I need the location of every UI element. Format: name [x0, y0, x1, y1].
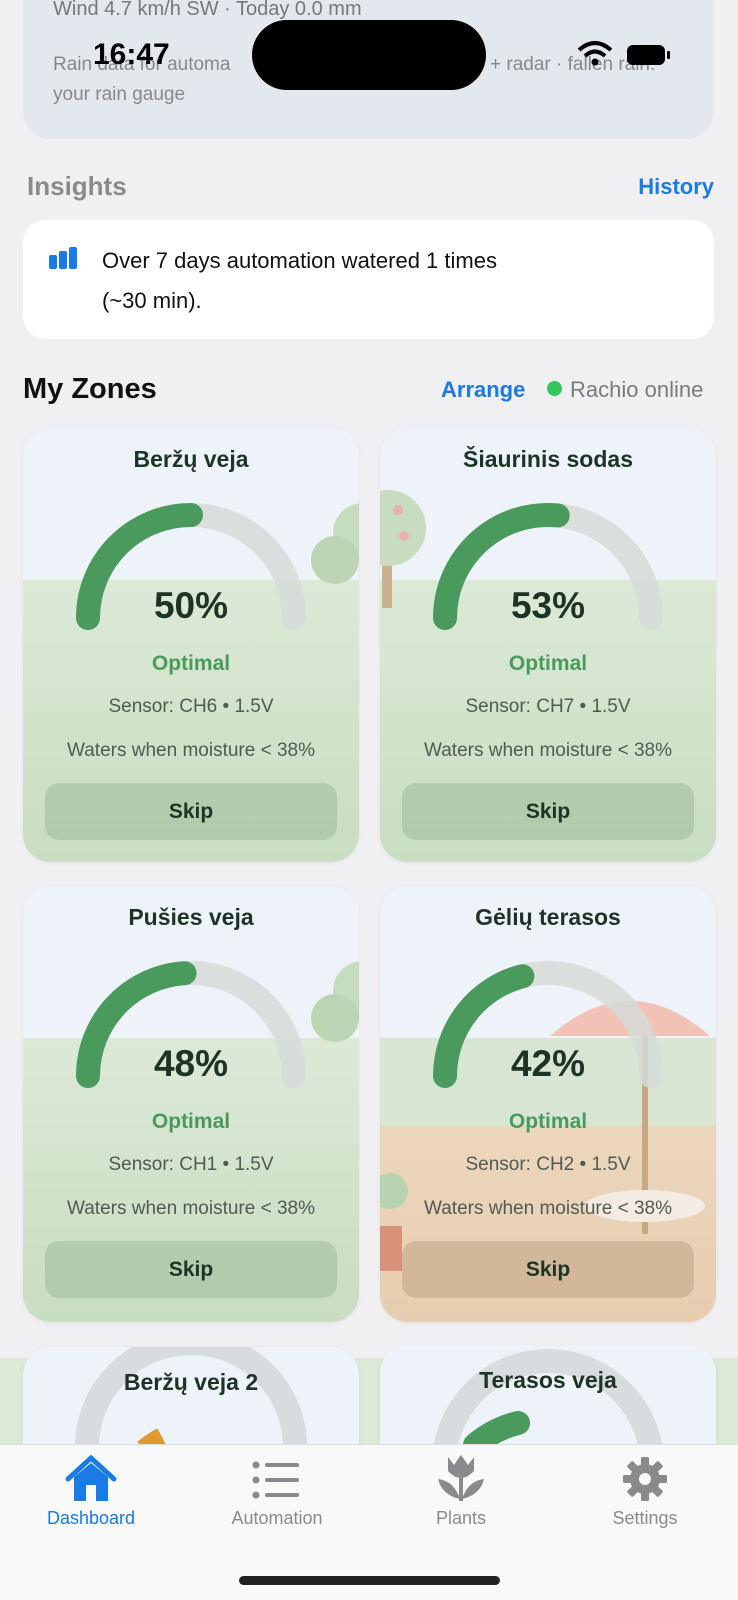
insight-text: (~30 min). [102, 288, 202, 313]
moisture-label: 53% [510, 585, 586, 626]
zone-card[interactable]: Gėlių terasos 42% Optimal Sensor: CH2 • … [380, 886, 716, 1322]
skip-button[interactable]: Skip [402, 783, 694, 840]
sensor-text: Sensor: CH2 • 1.5V [465, 1154, 631, 1175]
threshold-text: Waters when moisture < 38% [424, 740, 672, 761]
gauge-arc [433, 503, 570, 630]
zone-name: Pušies veja [128, 904, 254, 930]
gauge [433, 503, 663, 630]
zone-state: Optimal [151, 652, 231, 675]
arrange-link[interactable]: Arrange [441, 377, 526, 402]
history-link[interactable]: History [638, 174, 714, 199]
online-dot [547, 381, 562, 396]
moisture-label: 48% [153, 1043, 229, 1084]
gauge-arc [76, 503, 203, 630]
insight-text: Over 7 days automation watered 1 times [102, 248, 497, 273]
zone-card[interactable]: Šiaurinis sodas 53% Optimal Sensor: CH7 … [380, 428, 716, 862]
zone-state: Optimal [508, 1110, 588, 1133]
clock: 16:47 [93, 38, 170, 71]
list-icon[interactable] [252, 1460, 302, 1500]
zone-state: Optimal [508, 652, 588, 675]
rain-note: your rain gauge [53, 84, 186, 105]
status-icons [577, 41, 670, 66]
threshold-text: Waters when moisture < 38% [67, 1198, 315, 1219]
tab-label[interactable]: Plants [435, 1508, 487, 1528]
tab-bar [0, 1444, 738, 1600]
zone-name: Gėlių terasos [475, 904, 621, 930]
gauge-arc [433, 964, 535, 1088]
sensor-text: Sensor: CH1 • 1.5V [108, 1154, 274, 1175]
tab-label[interactable]: Automation [231, 1508, 323, 1528]
skip-button[interactable]: Skip [45, 1241, 337, 1298]
rain-note: Rain data for automa [53, 54, 231, 75]
section-title: My Zones [23, 373, 157, 405]
rain-note: + radar · fallen rain: [490, 54, 656, 75]
gauge [76, 961, 306, 1088]
tab-label[interactable]: Settings [612, 1508, 678, 1528]
moisture-label: 50% [153, 585, 229, 626]
skip-button[interactable]: Skip [402, 1241, 694, 1298]
gauge [433, 961, 663, 1088]
chart-icon [49, 247, 77, 269]
gauge [76, 503, 306, 630]
sensor-text: Sensor: CH7 • 1.5V [465, 696, 631, 717]
sensor-text: Sensor: CH6 • 1.5V [108, 696, 274, 717]
threshold-text: Waters when moisture < 38% [424, 1198, 672, 1219]
zone-card[interactable]: Beržų veja 50% Optimal Sensor: CH6 • 1.5… [23, 428, 359, 862]
gauge-arc [76, 961, 197, 1088]
wind-text: Wind 4.7 km/h SW · Today 0.0 mm [53, 0, 362, 20]
plant-icon[interactable] [436, 1453, 486, 1503]
threshold-text: Waters when moisture < 38% [67, 740, 315, 761]
home-indicator [239, 1576, 500, 1585]
gear-icon[interactable] [622, 1456, 668, 1502]
zone-name: Šiaurinis sodas [462, 446, 633, 472]
tab-label[interactable]: Dashboard [46, 1508, 136, 1528]
section-title: Insights [27, 171, 127, 201]
zone-name: Beržų veja [133, 446, 249, 472]
online-status: Rachio online [570, 377, 704, 402]
home-icon[interactable] [64, 1455, 118, 1503]
zone-card[interactable]: Pušies veja 48% Optimal Sensor: CH1 • 1.… [23, 886, 359, 1322]
skip-button[interactable]: Skip [45, 783, 337, 840]
zone-name: Beržų veja 2 [123, 1369, 259, 1395]
zone-state: Optimal [151, 1110, 231, 1133]
dynamic-island [252, 20, 486, 90]
zone-name: Terasos veja [479, 1367, 617, 1393]
insight-card [23, 220, 714, 339]
moisture-label: 42% [510, 1043, 586, 1084]
